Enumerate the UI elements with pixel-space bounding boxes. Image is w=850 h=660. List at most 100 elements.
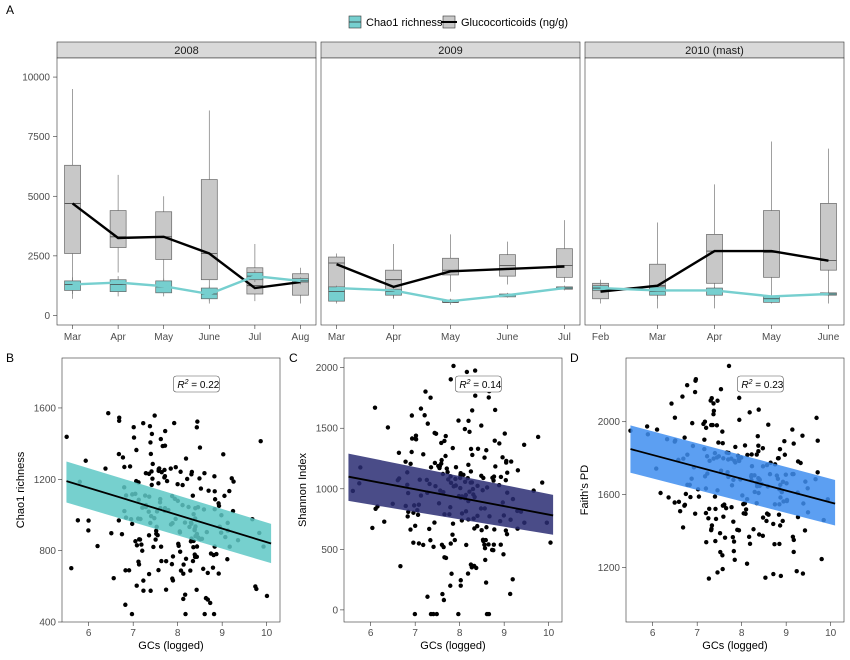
x-tick-label: 8 <box>457 628 463 639</box>
facet-frame <box>56 57 317 326</box>
data-point <box>798 460 803 466</box>
data-point <box>178 469 183 474</box>
data-point <box>760 515 766 520</box>
data-point <box>176 543 181 548</box>
y-tick-label: 1500 <box>316 424 339 435</box>
data-point <box>492 438 497 443</box>
data-point <box>776 455 781 461</box>
data-point <box>149 431 155 437</box>
x-axis-label: GCs (logged) <box>420 640 485 652</box>
data-point <box>141 578 146 583</box>
data-point <box>535 434 541 440</box>
data-point <box>658 490 663 496</box>
data-point <box>163 587 169 592</box>
data-point <box>139 542 144 547</box>
x-tick-label: 10 <box>825 628 837 639</box>
data-point <box>222 493 227 499</box>
data-point <box>676 499 682 505</box>
data-point <box>756 532 762 537</box>
data-point <box>749 452 754 457</box>
data-point <box>746 534 752 540</box>
data-point <box>688 494 693 500</box>
data-point <box>170 576 175 581</box>
data-point <box>458 470 463 476</box>
data-point <box>743 507 749 512</box>
data-point <box>448 377 453 382</box>
data-point <box>116 451 122 457</box>
data-point <box>802 528 808 533</box>
data-point <box>730 534 736 540</box>
data-point <box>146 533 152 538</box>
data-point <box>475 523 480 529</box>
y-tick-label: 400 <box>39 618 56 629</box>
data-point <box>140 548 145 553</box>
data-point <box>712 494 718 499</box>
data-point <box>800 433 805 438</box>
x-tick-label: 8 <box>739 628 745 639</box>
data-point <box>123 602 128 607</box>
data-point <box>486 395 491 400</box>
data-point <box>164 478 170 484</box>
data-point <box>486 611 492 617</box>
data-point <box>715 570 720 575</box>
data-point <box>134 543 140 548</box>
y-tick-label: 10000 <box>22 73 50 84</box>
data-point <box>713 516 719 522</box>
data-point <box>491 474 497 479</box>
data-point <box>134 447 139 453</box>
data-point <box>742 443 748 448</box>
data-point <box>194 587 199 592</box>
x-axis-label: GCs (logged) <box>138 640 203 652</box>
x-tick-label: May <box>154 332 173 343</box>
data-point <box>483 580 489 585</box>
data-point <box>726 363 732 369</box>
data-point <box>815 438 820 443</box>
data-point <box>682 503 687 508</box>
r2-box <box>737 375 784 393</box>
data-point <box>782 438 787 444</box>
data-point <box>444 466 450 471</box>
data-point <box>432 460 438 466</box>
data-point <box>501 552 506 557</box>
data-point <box>133 539 138 544</box>
data-point <box>449 571 454 576</box>
data-point <box>198 486 204 491</box>
chao1-box <box>328 286 345 302</box>
data-point <box>747 410 752 415</box>
gc-box <box>556 248 573 278</box>
data-point <box>202 611 207 617</box>
data-point <box>134 583 139 588</box>
data-point <box>432 520 437 525</box>
data-point <box>680 525 686 530</box>
data-point <box>177 549 183 554</box>
y-tick-label: 1200 <box>34 475 57 486</box>
data-point <box>462 426 468 432</box>
panel-letter-b: B <box>6 351 14 365</box>
chao1-mean-line <box>72 274 301 296</box>
data-point <box>405 514 410 519</box>
data-point <box>717 531 723 536</box>
data-point <box>382 519 387 524</box>
data-point <box>194 544 200 549</box>
data-point <box>708 422 714 428</box>
data-point <box>188 568 193 573</box>
data-point <box>109 531 114 536</box>
data-point <box>440 591 445 597</box>
x-tick-label: Apr <box>707 332 723 343</box>
data-point <box>264 593 270 599</box>
gc-box <box>328 256 345 290</box>
data-point <box>153 537 158 542</box>
panel-b-scatter: R2 = 0.22 6 7 8 9 10 400 800 1200 1600 GCs (logged… <box>15 357 281 652</box>
data-point <box>201 566 206 572</box>
data-point <box>111 575 116 581</box>
data-point <box>482 455 487 460</box>
data-point <box>771 571 776 577</box>
data-point <box>791 549 796 555</box>
chao1-mean-line <box>600 286 829 298</box>
data-point <box>231 479 236 484</box>
x-tick-label: Aug <box>292 332 310 343</box>
data-point <box>162 428 168 434</box>
data-point <box>479 527 484 533</box>
x-tick-label: Mar <box>328 332 346 343</box>
data-point <box>790 427 795 432</box>
